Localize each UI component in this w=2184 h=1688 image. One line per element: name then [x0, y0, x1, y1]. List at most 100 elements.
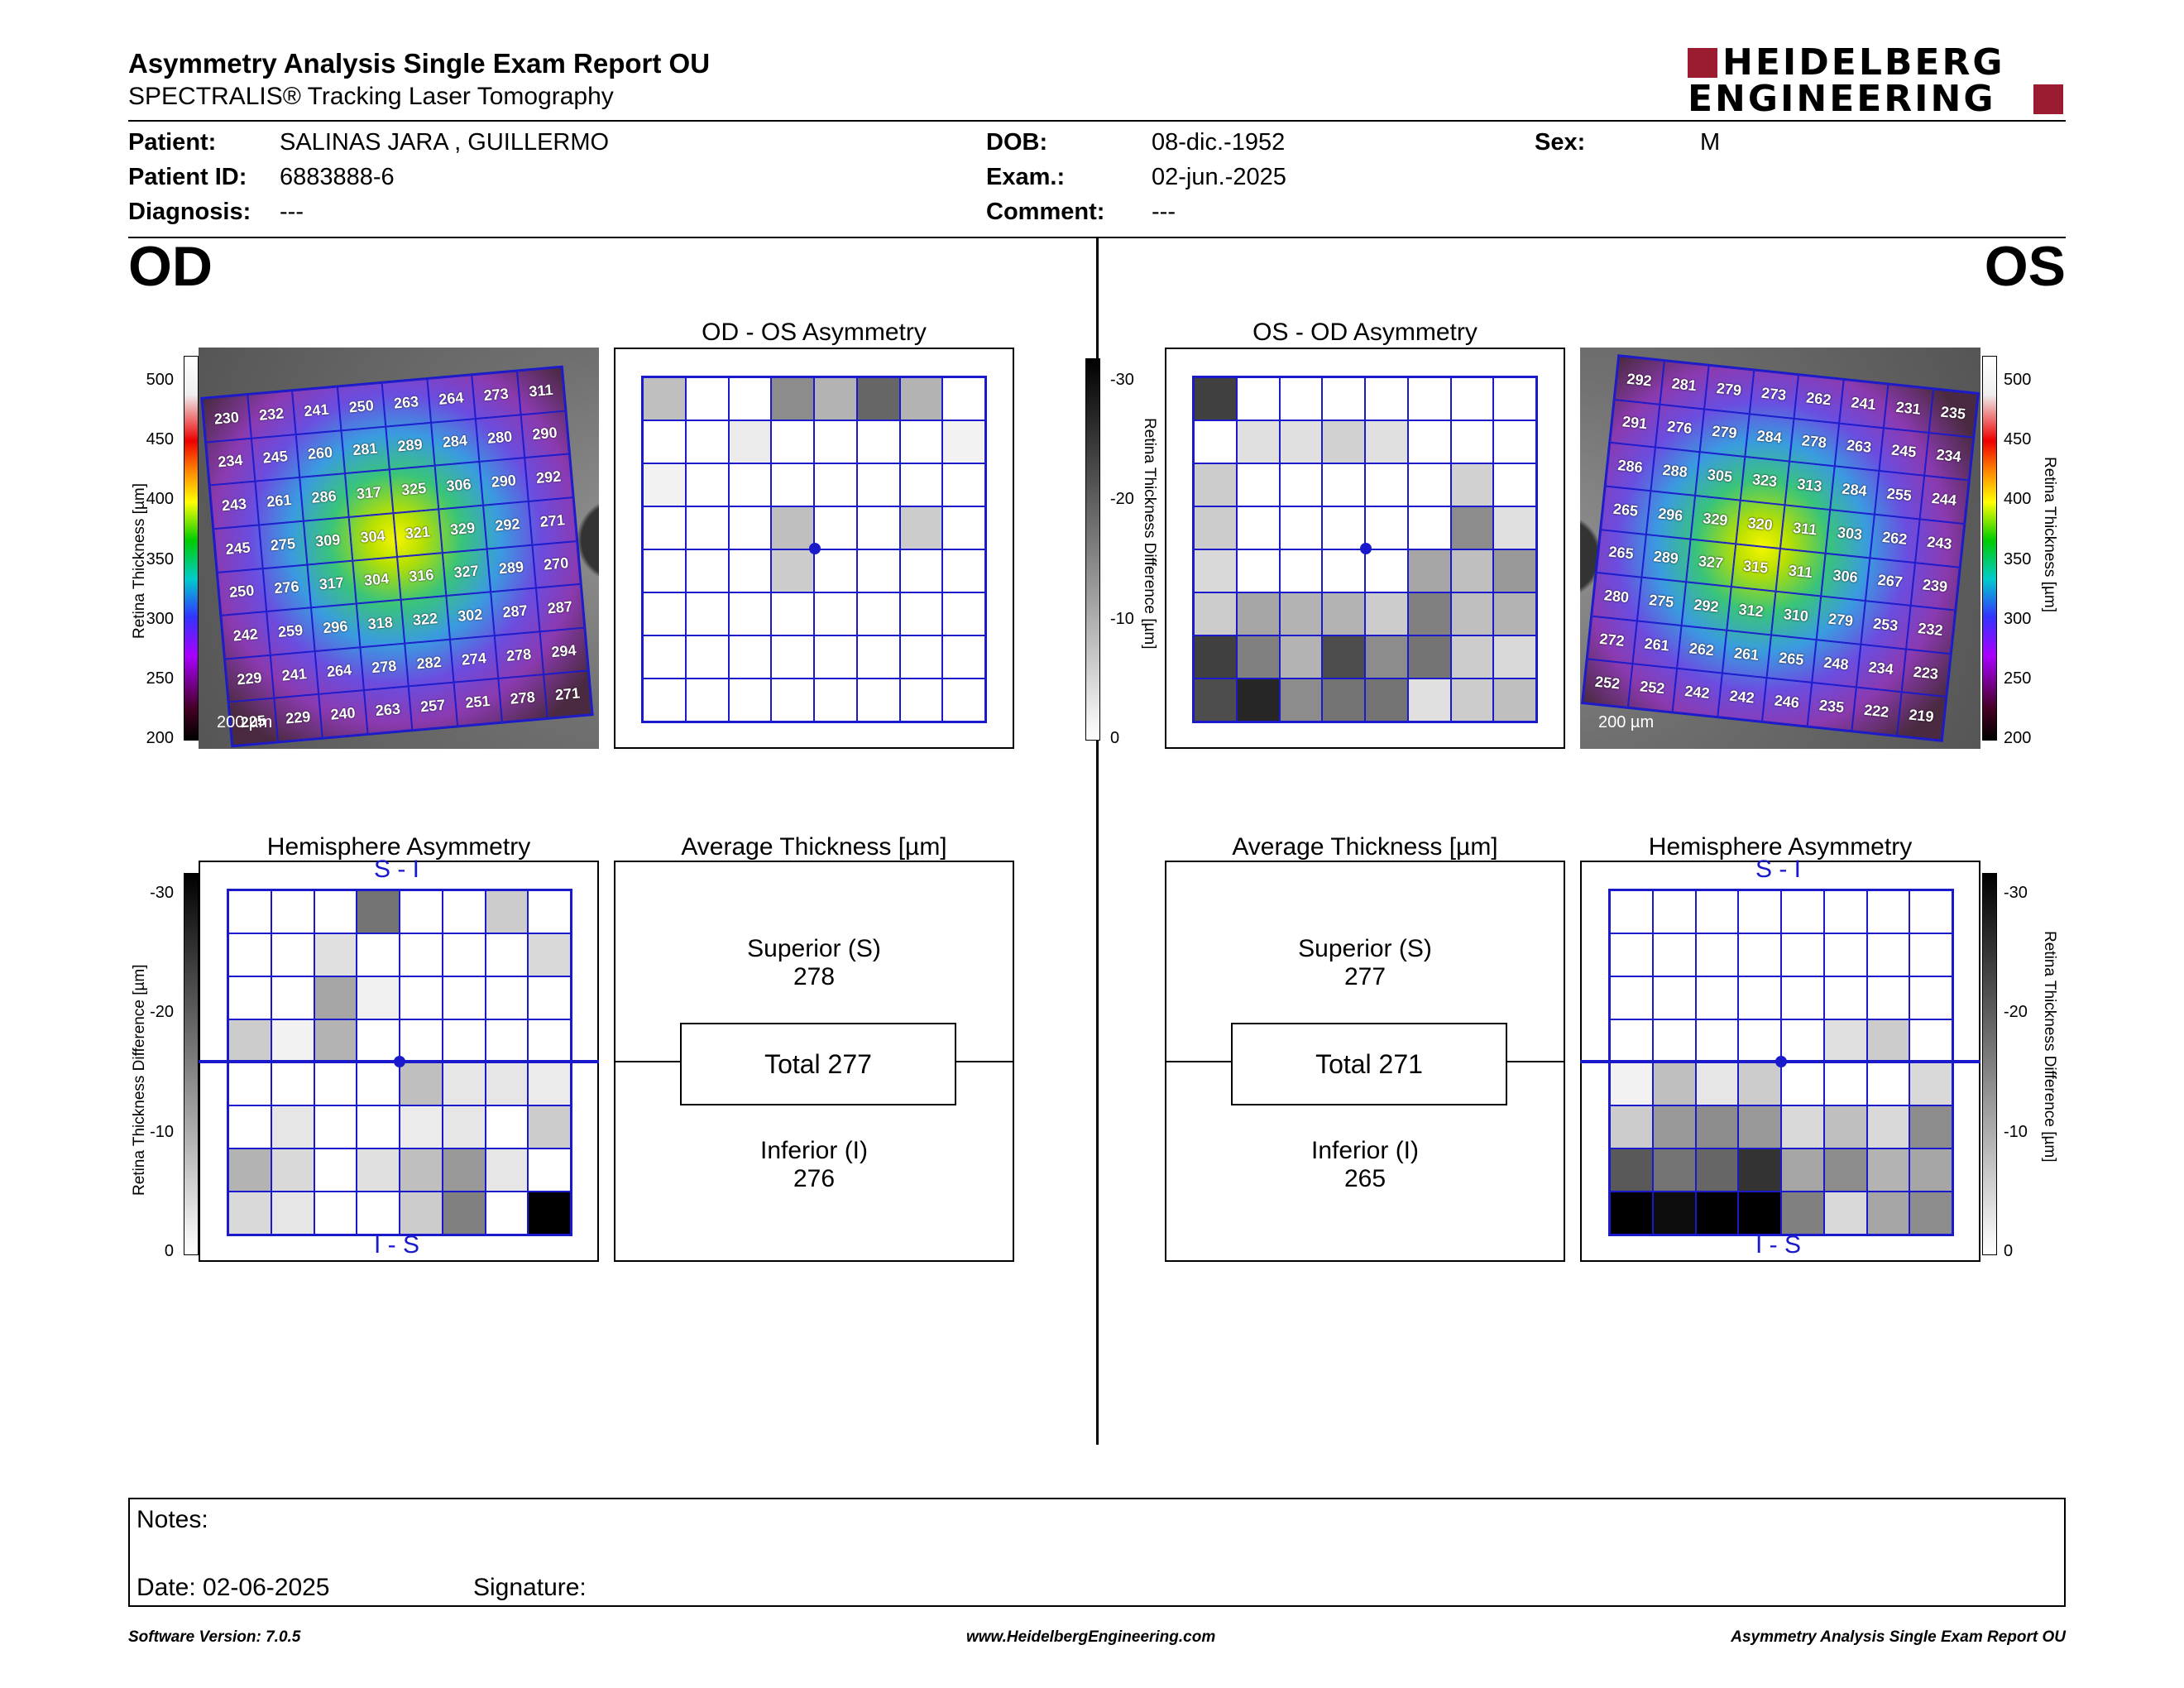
- os-hemisphere-cell: [1652, 1192, 1696, 1235]
- os-hemisphere-cell: [1738, 1192, 1781, 1235]
- od-hemi-axis-label: Retina Thickness Difference [µm]: [131, 964, 148, 1196]
- os-asymmetry-cell: [1279, 679, 1323, 722]
- diagnosis-label: Diagnosis:: [128, 199, 251, 225]
- os-asymmetry-cell: [1450, 377, 1494, 420]
- od-hemisphere-cell: [485, 933, 529, 976]
- heidelberg-logo: HEIDELBERG ENGINEERING: [1688, 41, 2065, 120]
- footer-website[interactable]: www.HeidelbergEngineering.com: [966, 1628, 1216, 1646]
- od-inferior-value: 276: [793, 1165, 836, 1192]
- od-thickness-cell: 278: [359, 643, 409, 691]
- od-hemisphere-cell: [528, 1192, 571, 1235]
- od-hemisphere-panel: S - I I - S: [199, 856, 599, 1262]
- comment-value: ---: [1152, 199, 1176, 225]
- os-asymmetry-panel: [1165, 348, 1565, 749]
- os-thickness-cell: 284: [1829, 466, 1880, 515]
- od-thickness-cell: 325: [389, 465, 438, 514]
- od-thickness-cell: 311: [516, 367, 566, 415]
- od-thickness-cell: 296: [311, 603, 360, 651]
- os-asymmetry-cell: [1450, 463, 1494, 506]
- od-thickness-cell: 294: [539, 627, 588, 675]
- os-hemisphere-panel: S - I I - S: [1580, 856, 1980, 1262]
- os-asymmetry-cell: [1493, 463, 1536, 506]
- od-hemisphere-cell: [400, 1019, 443, 1062]
- os-hemisphere-cell: [1781, 933, 1824, 976]
- os-thickness-cell: 242: [1717, 673, 1767, 722]
- os-thickness-cell: 245: [1879, 427, 1929, 476]
- os-thickness-cell: 262: [1870, 514, 1920, 563]
- os-asymmetry-cell: [1322, 549, 1365, 592]
- od-asymmetry-cell: [685, 635, 729, 679]
- os-thickness-cell: 246: [1761, 678, 1812, 727]
- od-thickness-cell: 260: [295, 429, 345, 478]
- os-thickness-cell: 286: [1605, 443, 1655, 492]
- os-fundus-image: 292 281 279 273 262 241 231 235 291 276 279 284 278 2…: [1580, 348, 1980, 749]
- od-asymmetry-cell: [771, 679, 814, 722]
- os-hemisphere-cell: [1652, 1019, 1696, 1062]
- os-asymmetry-cell: [1365, 377, 1408, 420]
- od-thickness-cell: 287: [491, 587, 540, 635]
- os-hemisphere-cell: [1866, 976, 1910, 1019]
- os-thickness-cell: 232: [1905, 605, 1956, 654]
- os-asymmetry-cell: [1407, 679, 1451, 722]
- od-asymmetry-cell: [942, 463, 985, 506]
- od-thickness-cell: 280: [475, 414, 524, 463]
- os-asymmetry-cell: [1407, 592, 1451, 635]
- os-asymmetry-cell: [1450, 592, 1494, 635]
- notes-box[interactable]: Notes: Date: 02-06-2025 Signature:: [128, 1498, 2066, 1607]
- os-asymmetry-cell: [1236, 506, 1280, 549]
- od-hemisphere-cell: [357, 1105, 400, 1149]
- os-asymmetry-cell: [1407, 377, 1451, 420]
- os-scale-bar-label: 200 µm: [1598, 713, 1655, 731]
- od-hemisphere-cell: [271, 1192, 314, 1235]
- od-asymmetry-cell: [728, 463, 772, 506]
- od-thickness-cell: 289: [386, 422, 435, 470]
- os-asymmetry-title: OS - OD Asymmetry: [1252, 319, 1478, 346]
- od-eye-label: OD: [128, 235, 213, 298]
- os-asymmetry-cell: [1365, 549, 1408, 592]
- od-hemisphere-cell: [271, 890, 314, 933]
- os-thickness-cell: 262: [1677, 625, 1727, 674]
- os-asym-fovea-dot: [1360, 543, 1372, 554]
- os-hemisphere-cell: [1695, 933, 1739, 976]
- od-asymmetry-cell: [814, 377, 857, 420]
- od-inferior-label: Inferior (I): [759, 1137, 869, 1164]
- sex-value: M: [1700, 129, 1721, 156]
- od-asymmetry-panel: [614, 348, 1014, 749]
- od-asymmetry-cell: [856, 420, 900, 463]
- od-average-panel: Superior (S) 278 Total 277 Inferior (I) …: [614, 861, 1014, 1262]
- od-thickness-cell: 259: [266, 607, 315, 655]
- center-difference-tick: -20: [1110, 490, 1134, 509]
- os-asymmetry-cell: [1407, 420, 1451, 463]
- od-asymmetry-cell: [685, 549, 729, 592]
- od-hemisphere-cell: [271, 1062, 314, 1105]
- report-subtitle: SPECTRALIS® Tracking Laser Tomography: [128, 83, 614, 110]
- os-thickness-cell: 292: [1614, 356, 1664, 405]
- od-thickness-cell: 286: [299, 473, 349, 521]
- os-hemisphere-cell: [1610, 890, 1653, 933]
- od-thickness-tick: 250: [146, 669, 174, 688]
- os-asymmetry-cell: [1194, 549, 1237, 592]
- os-thickness-tick: 500: [2004, 371, 2032, 389]
- os-thickness-cell: 296: [1645, 491, 1696, 539]
- od-hemi-tick: -20: [150, 1003, 174, 1022]
- od-asymmetry-cell: [643, 635, 686, 679]
- od-hemisphere-cell: [357, 890, 400, 933]
- od-asymmetry-cell: [685, 463, 729, 506]
- patient-name: SALINAS JARA , GUILLERMO: [280, 129, 610, 156]
- od-hemisphere-cell: [485, 1149, 529, 1192]
- od-thickness-cell: 329: [438, 505, 487, 553]
- os-asymmetry-cell: [1279, 463, 1323, 506]
- os-thickness-cell: 310: [1770, 591, 1821, 640]
- od-thickness-cell: 245: [251, 434, 300, 482]
- os-hemisphere-cell: [1610, 976, 1653, 1019]
- os-asymmetry-cell: [1322, 592, 1365, 635]
- od-hemisphere-cell: [442, 1019, 486, 1062]
- os-hemisphere-cell: [1610, 1192, 1653, 1235]
- od-hemisphere-cell: [228, 1062, 271, 1105]
- od-hemisphere-cell: [271, 933, 314, 976]
- os-asymmetry-cell: [1365, 420, 1408, 463]
- os-thickness-cell: 288: [1650, 447, 1700, 496]
- os-hemisphere-cell: [1909, 1192, 1952, 1235]
- os-hemisphere-cell: [1866, 933, 1910, 976]
- os-asymmetry-cell: [1236, 592, 1280, 635]
